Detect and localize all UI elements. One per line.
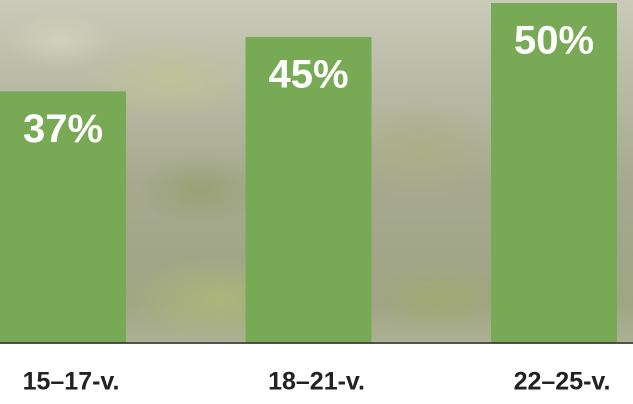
x-tick-label: 18–21-v.	[268, 368, 365, 396]
x-tick-label: 15–17-v.	[23, 368, 120, 396]
bar	[0, 91, 126, 344]
value-label: 37%	[23, 107, 103, 151]
value-label: 45%	[268, 53, 348, 97]
value-label: 50%	[514, 19, 594, 63]
bar	[245, 37, 372, 343]
x-tick-label: 22–25-v.	[514, 368, 611, 396]
bar	[491, 3, 617, 343]
footer-band	[0, 344, 633, 404]
